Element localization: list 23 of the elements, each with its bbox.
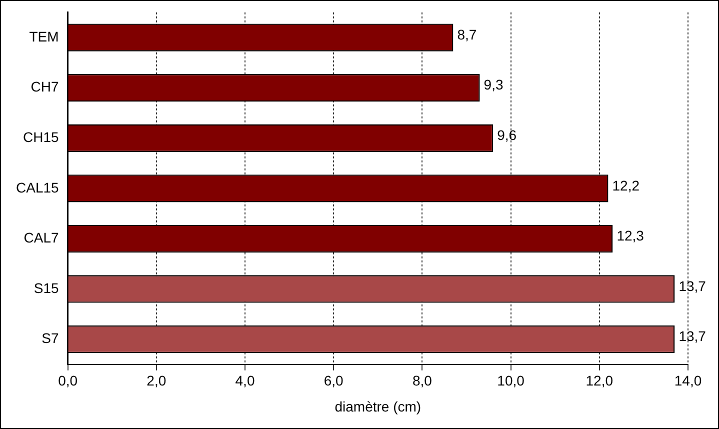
data-label: 12,2 [612, 177, 640, 194]
x-tick-label: 14,0 [674, 372, 702, 389]
data-label: 9,6 [497, 126, 517, 143]
data-label: 13,7 [678, 278, 706, 294]
y-tick-label: CH15 [23, 128, 60, 145]
x-tick-label: 8,0 [412, 372, 432, 389]
x-tick-label: 12,0 [586, 372, 614, 389]
data-label: 9,3 [484, 76, 504, 93]
data-label: 13,7 [678, 328, 706, 344]
y-tick-label: CAL7 [24, 230, 60, 246]
x-tick-label: 0,0 [58, 372, 78, 389]
y-tick-label: TEM [29, 28, 59, 44]
x-tick-label: 2,0 [146, 372, 166, 389]
x-tick-label: 6,0 [324, 372, 344, 389]
y-tick-label: S7 [42, 330, 60, 346]
x-tick-label: 10,0 [497, 372, 525, 389]
data-label: 8,7 [457, 26, 477, 42]
y-tick-label: CAL15 [16, 179, 60, 196]
x-axis-title: diamètre (cm) [334, 398, 422, 414]
x-tick-label: 4,0 [235, 372, 255, 389]
y-tick-label: S15 [34, 280, 60, 296]
data-label: 12,3 [616, 228, 644, 244]
y-tick-label: CH7 [30, 78, 60, 95]
